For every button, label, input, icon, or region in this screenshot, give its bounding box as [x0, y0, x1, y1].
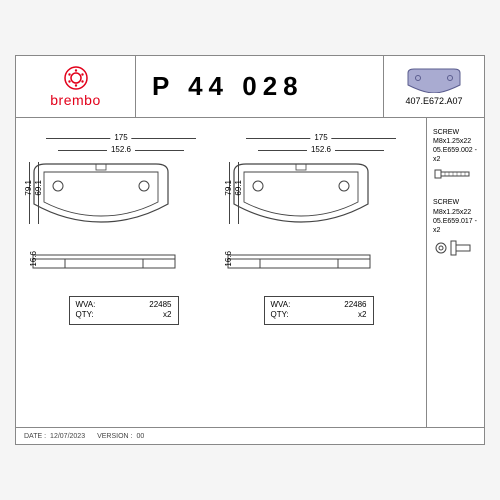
profile-figure-1: 16.6	[29, 253, 219, 276]
pad-profile-icon	[29, 253, 179, 271]
part-number-box: P 44 028	[136, 56, 384, 117]
version-value: 00	[137, 433, 145, 440]
qty-row: WVA: 22485 QTY: x2 WVA: 22486 QTY: x2	[26, 296, 416, 325]
dim-width-inner: 152.6	[307, 145, 335, 154]
screw-item-1: SCREW M8x1.25x22 05.E659.002 - x2	[433, 128, 478, 184]
reference-box: 407.E672.A07	[384, 56, 484, 117]
date-value: 12/07/2023	[50, 433, 85, 440]
header: brembo P 44 028 407.E672.A07	[16, 56, 484, 118]
dim-top: 175 152.6	[226, 134, 416, 162]
main-drawing-area: 175 152.6 79.1 69.1	[16, 118, 426, 428]
dim-height-outer: 79.1	[24, 180, 33, 196]
pad-figure-1: 175 152.6 79.1 69.1	[26, 134, 216, 229]
qty-value: x2	[163, 310, 171, 320]
dim-width-outer: 175	[110, 133, 131, 142]
screw-code: 05.E659.017	[433, 218, 473, 225]
dim-height-outer: 79.1	[224, 180, 233, 196]
wva-label: WVA:	[271, 300, 291, 310]
logo-box: brembo	[16, 56, 136, 117]
wva-value: 22486	[344, 300, 366, 310]
mini-pad-icon	[404, 67, 464, 93]
dim-height-inner: 69.1	[234, 180, 243, 196]
qty-box-1: WVA: 22485 QTY: x2	[69, 296, 179, 325]
part-number: P 44 028	[152, 71, 304, 102]
screw-title: SCREW M8x1.25x22	[433, 198, 478, 216]
pads-row: 175 152.6 79.1 69.1	[26, 134, 416, 229]
profiles-row: 16.6 16.6	[26, 253, 416, 276]
bolt-alt-icon	[433, 238, 473, 258]
screw-qty: x2	[433, 227, 440, 234]
bolt-icon	[433, 167, 473, 181]
footer: DATE : 12/07/2023 VERSION : 00	[16, 427, 484, 444]
wva-label: WVA:	[76, 300, 96, 310]
body: 175 152.6 79.1 69.1	[16, 118, 484, 428]
dim-side: 79.1 69.1	[26, 162, 50, 224]
date-label: DATE :	[24, 433, 46, 440]
brembo-logo-icon	[64, 66, 88, 90]
version-label: VERSION :	[97, 433, 132, 440]
brand-name: brembo	[50, 92, 100, 108]
dim-height-inner: 69.1	[34, 180, 43, 196]
reference-code: 407.E672.A07	[405, 96, 462, 106]
qty-label: QTY:	[76, 310, 94, 320]
screw-code: 05.E659.002	[433, 147, 473, 154]
dim-side: 79.1 69.1	[226, 162, 250, 224]
screw-qty: x2	[433, 156, 440, 163]
profile-figure-2: 16.6	[224, 253, 414, 276]
dim-width-outer: 175	[310, 133, 331, 142]
dim-top: 175 152.6	[26, 134, 216, 162]
qty-label: QTY:	[271, 310, 289, 320]
datasheet: brembo P 44 028 407.E672.A07 175	[15, 55, 485, 445]
pad-profile-icon	[224, 253, 374, 271]
qty-box-2: WVA: 22486 QTY: x2	[264, 296, 374, 325]
pad-figure-2: 175 152.6 79.1 69.1	[226, 134, 416, 229]
dim-thickness: 16.6	[29, 251, 38, 267]
hardware-panel: SCREW M8x1.25x22 05.E659.002 - x2 SCREW …	[426, 118, 484, 428]
wva-value: 22485	[149, 300, 171, 310]
dim-thickness: 16.6	[224, 251, 233, 267]
dim-width-inner: 152.6	[107, 145, 135, 154]
qty-value: x2	[358, 310, 366, 320]
screw-title: SCREW M8x1.25x22	[433, 128, 478, 146]
screw-item-2: SCREW M8x1.25x22 05.E659.017 - x2	[433, 198, 478, 260]
